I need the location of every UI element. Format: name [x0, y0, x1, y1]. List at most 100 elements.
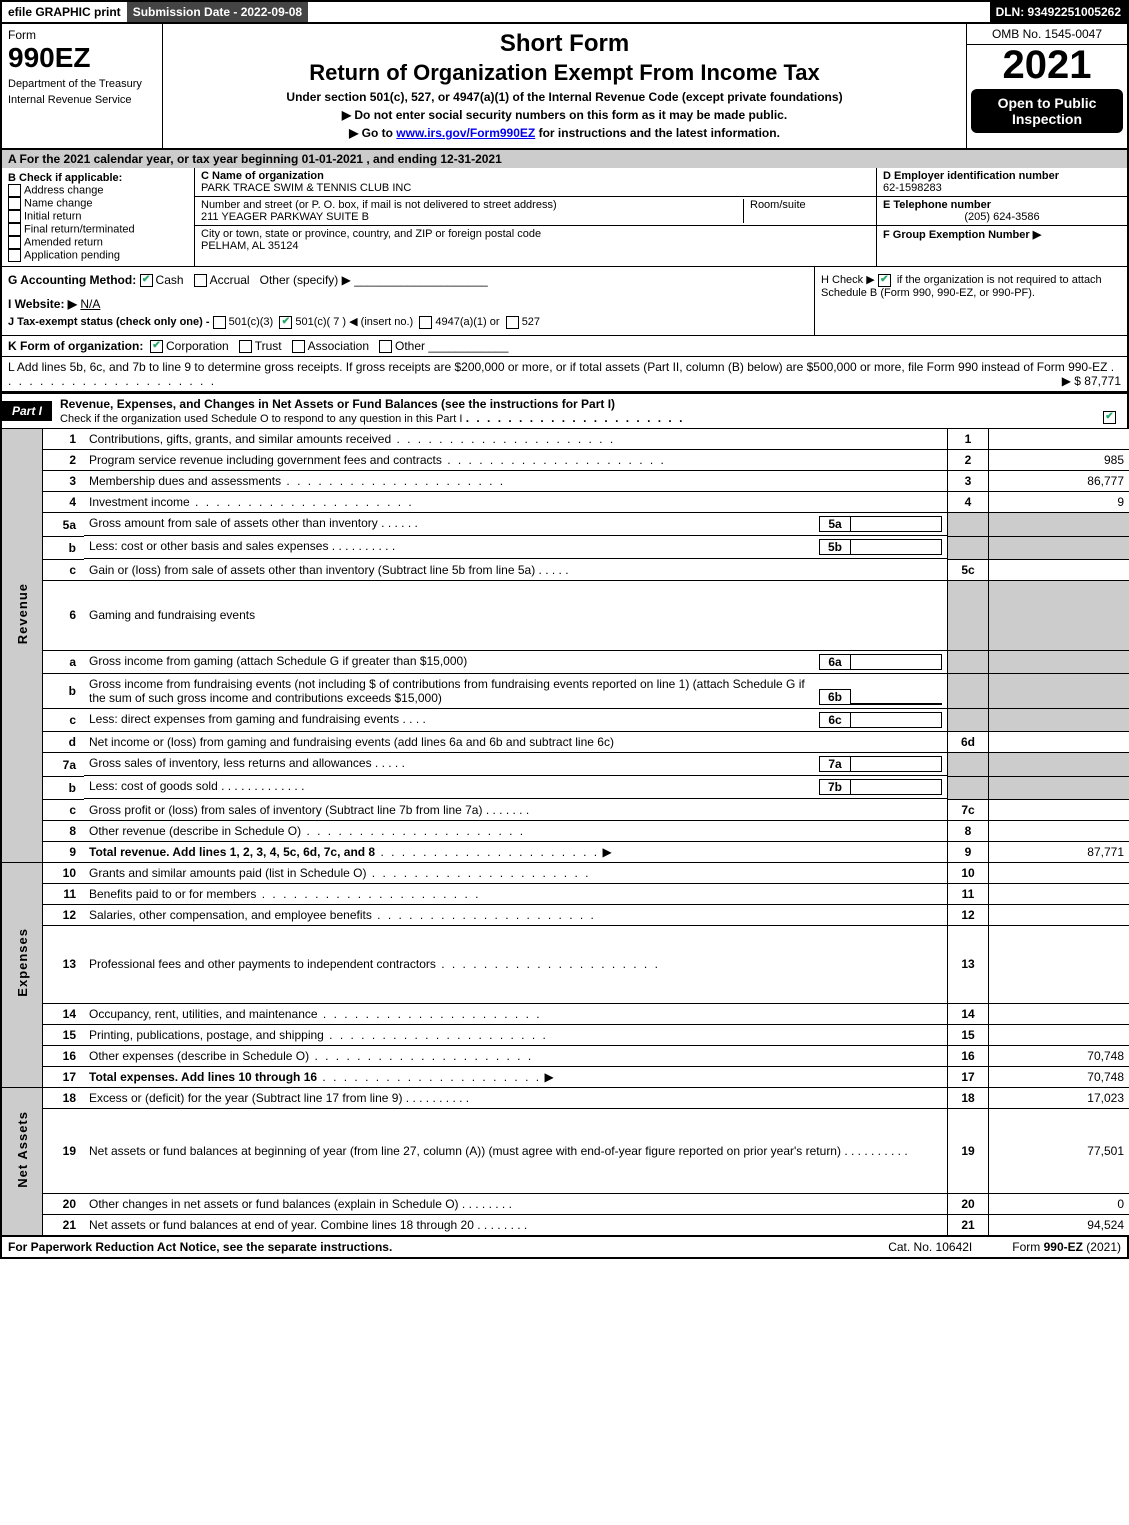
subtitle: Under section 501(c), 527, or 4947(a)(1)… [171, 90, 958, 104]
ein-value: 62-1598283 [883, 182, 1121, 194]
form-header: Form 990EZ Department of the Treasury In… [0, 24, 1129, 150]
line-6d-amt [989, 732, 1129, 753]
chk-part1-scho[interactable] [1103, 411, 1116, 424]
chk-527[interactable] [506, 316, 519, 329]
line-14-desc: Occupancy, rent, utilities, and maintena… [84, 1003, 948, 1024]
row-5a: 5a Gross amount from sale of assets othe… [1, 513, 1129, 537]
chk-501c[interactable] [279, 316, 292, 329]
row-5c: c Gain or (loss) from sale of assets oth… [1, 559, 1129, 580]
chk-h[interactable] [878, 274, 891, 287]
street-value: 211 YEAGER PARKWAY SUITE B [201, 211, 743, 223]
spacer [308, 9, 989, 15]
chk-cash[interactable] [140, 274, 153, 287]
line-9-amt: 87,771 [989, 841, 1129, 862]
line-6a-minival [851, 654, 942, 670]
g-other: Other (specify) ▶ [260, 273, 351, 287]
line-10-num: 10 [43, 862, 85, 883]
line-7b-amt-shaded [989, 776, 1129, 799]
line-12-amt [989, 904, 1129, 925]
line-2-desc: Program service revenue including govern… [84, 450, 948, 471]
chk-name-change[interactable]: Name change [8, 197, 188, 210]
line-5b-num: b [43, 536, 85, 559]
chk-amended-return[interactable]: Amended return [8, 236, 188, 249]
line-7c-desc: Gross profit or (loss) from sales of inv… [84, 799, 948, 820]
line-8-num: 8 [43, 820, 85, 841]
line-4-amt: 9 [989, 492, 1129, 513]
line-6b-amt-shaded [989, 674, 1129, 709]
part1-check-note: Check if the organization used Schedule … [60, 413, 462, 425]
line-15-num: 15 [43, 1024, 85, 1045]
g-cash: Cash [156, 273, 184, 287]
line-2-num: 2 [43, 450, 85, 471]
g-h-block: G Accounting Method: Cash Accrual Other … [0, 267, 1129, 336]
chk-final-return[interactable]: Final return/terminated [8, 223, 188, 236]
row-21: 21 Net assets or fund balances at end of… [1, 1215, 1129, 1237]
section-d-e-f: D Employer identification number 62-1598… [876, 168, 1127, 266]
part1-title: Revenue, Expenses, and Changes in Net As… [52, 394, 1127, 428]
line-8-amt [989, 820, 1129, 841]
line-5a-mini: 5a [819, 516, 851, 532]
chk-address-change[interactable]: Address change [8, 184, 188, 197]
k-assoc: Association [308, 339, 369, 353]
chk-initial-return[interactable]: Initial return [8, 210, 188, 223]
j-501c: 501(c)( 7 ) ◀ (insert no.) [295, 316, 413, 328]
line-3-num: 3 [43, 471, 85, 492]
line-5a-num: 5a [43, 513, 85, 537]
org-name-row: C Name of organization PARK TRACE SWIM &… [195, 168, 876, 197]
group-label: F Group Exemption Number ▶ [883, 229, 1041, 241]
row-12: 12 Salaries, other compensation, and emp… [1, 904, 1129, 925]
chk-application-pending[interactable]: Application pending [8, 249, 188, 262]
h-text1: H Check ▶ [821, 274, 875, 286]
line-5c-amt [989, 559, 1129, 580]
chk-trust[interactable] [239, 340, 252, 353]
line-18-num: 18 [43, 1087, 85, 1108]
chk-assoc[interactable] [292, 340, 305, 353]
line-9-num: 9 [43, 841, 85, 862]
submission-date: Submission Date - 2022-09-08 [127, 2, 308, 22]
line-10-box: 10 [948, 862, 989, 883]
irs-link[interactable]: www.irs.gov/Form990EZ [396, 126, 535, 140]
line-7b-minival [851, 779, 942, 795]
line-6c-mini: 6c [819, 712, 851, 728]
line-20-num: 20 [43, 1194, 85, 1215]
city-label: City or town, state or province, country… [201, 228, 870, 240]
line-21-box: 21 [948, 1215, 989, 1237]
line-14-box: 14 [948, 1003, 989, 1024]
line-20-desc: Other changes in net assets or fund bala… [84, 1194, 948, 1215]
line-5b-amt-shaded [989, 536, 1129, 559]
line-7c-amt [989, 799, 1129, 820]
line-7a-mini: 7a [819, 756, 851, 772]
row-3: 3 Membership dues and assessments 3 86,7… [1, 471, 1129, 492]
l-amount: ▶ $ 87,771 [1062, 374, 1121, 388]
line-19-amt: 77,501 [989, 1108, 1129, 1194]
line-l: L Add lines 5b, 6c, and 7b to line 9 to … [0, 357, 1129, 392]
chk-accrual[interactable] [194, 274, 207, 287]
title-short: Short Form [171, 30, 958, 58]
chk-501c3[interactable] [213, 316, 226, 329]
chk-corp[interactable] [150, 340, 163, 353]
line-18-amt: 17,023 [989, 1087, 1129, 1108]
efile-label[interactable]: efile GRAPHIC print [2, 2, 127, 22]
line-12-box: 12 [948, 904, 989, 925]
line-16-desc: Other expenses (describe in Schedule O) [84, 1045, 948, 1066]
line-g: G Accounting Method: Cash Accrual Other … [8, 273, 808, 287]
line-21-desc: Net assets or fund balances at end of ye… [84, 1215, 948, 1237]
line-13-amt [989, 925, 1129, 1003]
instruction-1: ▶ Do not enter social security numbers o… [171, 108, 958, 122]
row-18: 18 Excess or (deficit) for the year (Sub… [1, 1087, 1129, 1108]
section-c: C Name of organization PARK TRACE SWIM &… [195, 168, 876, 266]
chk-other[interactable] [379, 340, 392, 353]
line-21-amt: 94,524 [989, 1215, 1129, 1237]
form-number: 990EZ [8, 42, 156, 74]
line-j: J Tax-exempt status (check only one) - 5… [8, 315, 808, 329]
line-6b-box-shaded [948, 674, 989, 709]
row-9: 9 Total revenue. Add lines 1, 2, 3, 4, 5… [1, 841, 1129, 862]
line-6b-minival [851, 703, 942, 705]
line-19-box: 19 [948, 1108, 989, 1194]
line-4-box: 4 [948, 492, 989, 513]
line-16-amt: 70,748 [989, 1045, 1129, 1066]
chk-4947[interactable] [419, 316, 432, 329]
line-3-desc: Membership dues and assessments [84, 471, 948, 492]
line-8-box: 8 [948, 820, 989, 841]
line-6-desc: Gaming and fundraising events [84, 580, 948, 650]
